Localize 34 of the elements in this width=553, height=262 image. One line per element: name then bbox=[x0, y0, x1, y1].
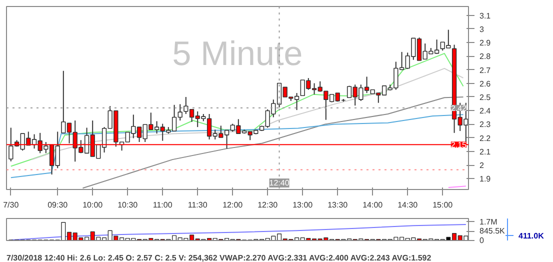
y-tick-label: 1.7M bbox=[480, 217, 498, 226]
x-tick-label: 13:30 bbox=[328, 200, 348, 210]
x-tick-label: 12:00 bbox=[222, 200, 244, 210]
y-tick-label: 2.2 bbox=[480, 134, 492, 143]
x-tick-label: 14:30 bbox=[398, 200, 418, 210]
x-tick-label: 09:30 bbox=[48, 200, 68, 210]
x-tick-label: 11:30 bbox=[188, 200, 208, 210]
text: 7/30/2018 12:40 Hi: 2.6 Lo: 2.45 O: 2.57 C: 2.5 V: 254,362 VWAP:2.270 AVG:2.331 AVG:2.400 AVG:2.243 AVG:1.592 bbox=[6, 254, 432, 262]
y-tick-label: 2.6 bbox=[480, 79, 492, 88]
y-tick-label: 2.7 bbox=[480, 66, 492, 75]
y-tick-label: 2 bbox=[480, 161, 484, 170]
ref-line-label: 2.42 bbox=[450, 104, 468, 113]
y-tick-label: 2.3 bbox=[480, 120, 492, 130]
y-tick-label: 845.5K bbox=[480, 226, 506, 236]
x-tick-label: 7/30 bbox=[3, 200, 20, 210]
x-tick-label: 12:30 bbox=[258, 200, 278, 210]
y-tick-label: 2.1 bbox=[480, 147, 492, 156]
y-tick-label: 2.9 bbox=[480, 38, 492, 48]
x-tick-label: 13:00 bbox=[292, 200, 314, 210]
x-tick-label: 11:00 bbox=[152, 200, 173, 210]
y-tick-label: 2.5 bbox=[480, 92, 492, 102]
text: 411.0K bbox=[518, 231, 544, 240]
x-tick-label: 10:30 bbox=[118, 200, 138, 210]
x-tick-label: 10:00 bbox=[82, 200, 104, 210]
y-tick-label: 1.9 bbox=[480, 174, 492, 184]
y-tick-label: 3 bbox=[480, 24, 484, 34]
x-tick-label: 15:00 bbox=[432, 200, 454, 210]
y-tick-label: 0 bbox=[480, 236, 484, 245]
y-tick-label: 3.1 bbox=[480, 11, 492, 20]
y-tick-label: 2.8 bbox=[480, 52, 492, 62]
x-tick-label: 14:00 bbox=[362, 200, 384, 210]
annotation: 12:40 bbox=[269, 178, 290, 188]
y-tick-label: 2.4 bbox=[480, 106, 492, 116]
ref-line-label: 2.15 bbox=[450, 140, 468, 150]
